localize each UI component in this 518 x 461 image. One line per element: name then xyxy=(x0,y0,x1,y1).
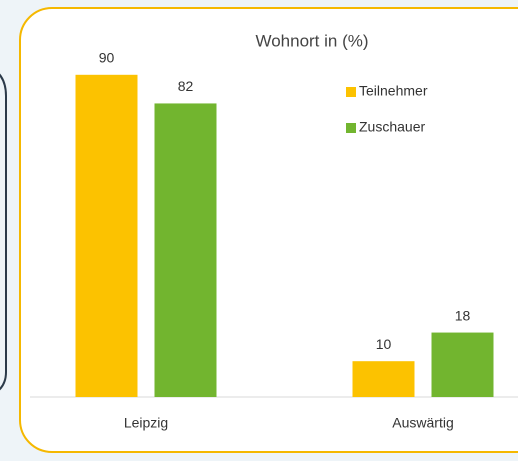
panel xyxy=(19,7,518,453)
bar xyxy=(154,103,217,397)
x-tick-label: Leipzig xyxy=(124,415,168,431)
legend-label: Teilnehmer xyxy=(359,83,428,99)
data-label: 10 xyxy=(376,336,392,352)
x-tick-label: Auswärtig xyxy=(392,415,453,431)
data-label: 90 xyxy=(99,50,115,66)
legend-swatch xyxy=(346,87,356,97)
data-label: 18 xyxy=(455,307,471,323)
neighbor-panel-edge xyxy=(0,73,7,391)
bar xyxy=(352,361,415,397)
bar xyxy=(431,332,494,397)
legend-label: Zuschauer xyxy=(359,119,425,135)
legend-swatch xyxy=(346,123,356,133)
data-label: 82 xyxy=(178,78,194,94)
chart-title: Wohnort in (%) xyxy=(255,31,368,50)
bar xyxy=(75,74,138,398)
